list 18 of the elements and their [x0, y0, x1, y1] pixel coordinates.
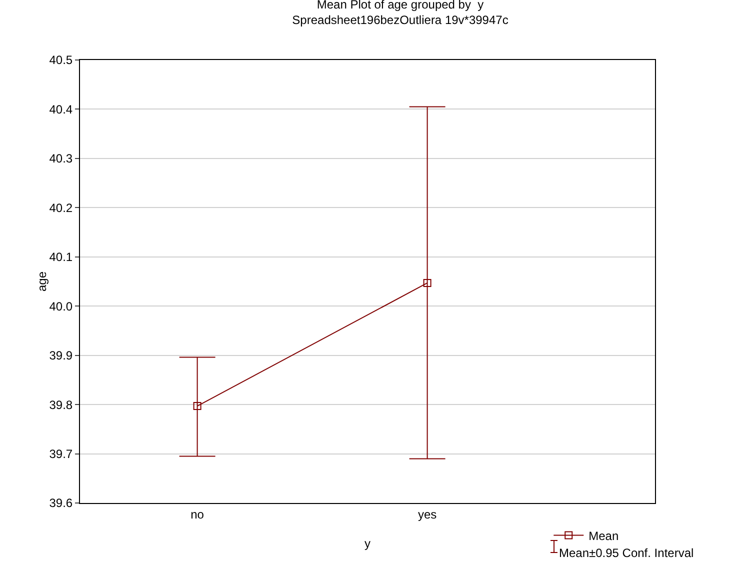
- y-tick-label: 40.4: [49, 102, 73, 116]
- y-tick-label: 40.2: [49, 200, 73, 215]
- y-tick-label: 39.6: [49, 496, 73, 510]
- y-tick-label: 39.7: [49, 446, 73, 461]
- x-axis-title: y: [364, 536, 370, 550]
- y-tick-label: 39.9: [49, 348, 73, 363]
- chart-subtitle: Spreadsheet196bezOutliera 19v*39947c: [292, 13, 508, 28]
- x-tick-label: yes: [418, 507, 437, 522]
- y-tick-label: 40.3: [49, 152, 73, 166]
- y-tick-label: 40.1: [49, 250, 73, 264]
- y-tick-label: 39.8: [49, 398, 73, 412]
- y-tick-label: 40.5: [49, 53, 73, 68]
- x-tick-label: no: [190, 507, 204, 522]
- text: Mean±0.95 Conf. Interval: [559, 546, 694, 560]
- legend-label: Mean: [588, 528, 619, 543]
- chart-title: Mean Plot of age grouped by y: [316, 0, 484, 12]
- y-tick-label: 40.0: [49, 299, 73, 314]
- y-axis-title: age: [35, 271, 49, 292]
